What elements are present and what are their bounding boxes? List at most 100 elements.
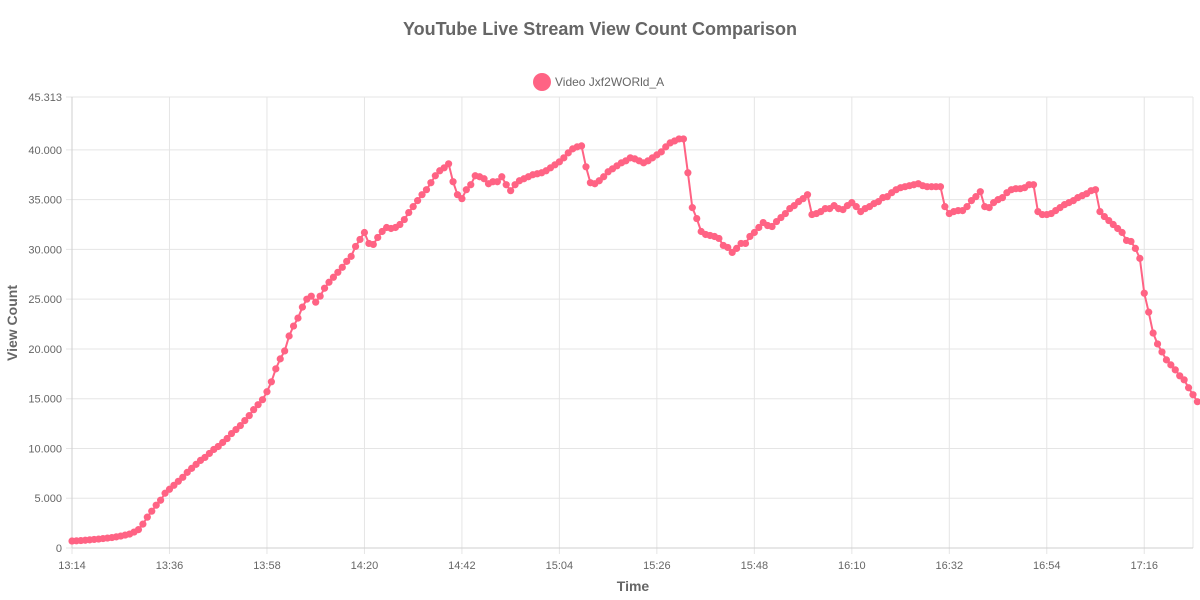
data-point[interactable] — [507, 187, 515, 195]
data-point[interactable] — [1153, 340, 1162, 348]
data-point[interactable] — [1136, 254, 1144, 262]
legend[interactable]: Video Jxf2WORld_A — [533, 73, 664, 91]
data-point[interactable] — [972, 193, 980, 201]
data-point[interactable] — [852, 203, 860, 211]
data-point[interactable] — [285, 332, 293, 340]
data-point[interactable] — [307, 292, 315, 300]
data-point[interactable] — [360, 228, 369, 237]
data-point[interactable] — [254, 401, 262, 409]
data-point[interactable] — [1096, 207, 1104, 216]
data-point[interactable] — [329, 273, 338, 281]
data-point[interactable] — [325, 278, 333, 286]
data-point[interactable] — [1131, 244, 1139, 253]
data-point[interactable] — [223, 434, 231, 443]
data-point[interactable] — [1162, 356, 1171, 364]
data-point[interactable] — [431, 172, 439, 180]
data-point[interactable] — [1118, 228, 1126, 237]
data-point[interactable] — [369, 240, 377, 249]
data-point[interactable] — [480, 175, 488, 183]
data-point[interactable] — [724, 243, 732, 252]
data-point[interactable] — [498, 173, 506, 181]
data-point[interactable] — [1171, 366, 1179, 374]
data-point[interactable] — [577, 142, 586, 150]
data-point[interactable] — [263, 388, 271, 396]
data-point[interactable] — [1180, 376, 1188, 384]
data-point[interactable] — [179, 473, 187, 481]
data-point[interactable] — [1184, 384, 1193, 392]
data-point[interactable] — [272, 365, 280, 373]
data-point[interactable] — [1189, 391, 1197, 399]
data-point[interactable] — [236, 421, 244, 430]
data-point[interactable] — [338, 263, 346, 271]
data-point[interactable] — [1140, 289, 1148, 297]
data-point[interactable] — [750, 228, 758, 237]
data-point[interactable] — [688, 204, 696, 212]
data-point[interactable] — [976, 188, 984, 196]
data-point[interactable] — [427, 179, 435, 187]
data-point[interactable] — [312, 298, 320, 306]
data-point[interactable] — [1091, 186, 1100, 194]
data-point[interactable] — [334, 268, 342, 276]
data-point[interactable] — [405, 208, 413, 217]
data-point[interactable] — [803, 191, 812, 199]
data-point[interactable] — [148, 507, 156, 515]
data-point[interactable] — [985, 204, 993, 212]
data-point[interactable] — [493, 178, 501, 186]
data-point[interactable] — [298, 303, 306, 311]
data-point[interactable] — [139, 520, 147, 528]
data-point[interactable] — [560, 154, 568, 162]
data-point[interactable] — [1145, 308, 1153, 316]
data-point[interactable] — [502, 181, 510, 189]
data-point[interactable] — [396, 220, 404, 229]
data-point[interactable] — [245, 412, 253, 420]
data-point[interactable] — [768, 222, 776, 231]
data-point[interactable] — [134, 525, 143, 534]
data-point[interactable] — [679, 135, 688, 143]
data-point[interactable] — [693, 214, 701, 223]
data-point[interactable] — [351, 242, 360, 251]
data-point[interactable] — [316, 292, 324, 300]
data-point[interactable] — [582, 163, 590, 171]
data-point[interactable] — [462, 186, 470, 194]
data-point[interactable] — [715, 234, 723, 243]
data-point[interactable] — [1167, 361, 1175, 369]
data-point[interactable] — [467, 181, 475, 189]
data-point[interactable] — [267, 378, 275, 386]
data-point[interactable] — [289, 322, 298, 330]
data-point[interactable] — [152, 501, 160, 509]
data-point[interactable] — [374, 233, 382, 242]
data-point[interactable] — [250, 406, 258, 414]
data-point[interactable] — [414, 197, 422, 205]
data-point[interactable] — [400, 215, 408, 224]
data-point[interactable] — [1029, 181, 1038, 189]
data-point[interactable] — [418, 191, 426, 199]
data-point[interactable] — [657, 148, 665, 156]
data-point[interactable] — [157, 496, 165, 504]
data-point[interactable] — [409, 203, 417, 211]
data-point[interactable] — [343, 257, 351, 265]
data-point[interactable] — [600, 173, 608, 181]
data-point[interactable] — [356, 235, 364, 244]
data-point[interactable] — [143, 513, 151, 521]
data-point[interactable] — [941, 203, 949, 211]
data-point[interactable] — [755, 223, 763, 232]
data-point[interactable] — [241, 417, 249, 425]
data-point[interactable] — [458, 195, 466, 203]
data-point[interactable] — [1127, 237, 1135, 246]
data-point[interactable] — [741, 239, 750, 248]
data-point[interactable] — [936, 183, 945, 191]
data-point[interactable] — [347, 252, 355, 260]
data-point[interactable] — [320, 284, 329, 292]
data-point[interactable] — [281, 347, 289, 355]
data-point[interactable] — [422, 186, 431, 194]
data-point[interactable] — [733, 244, 741, 253]
data-point[interactable] — [684, 169, 692, 177]
data-point[interactable] — [1193, 398, 1200, 406]
data-point[interactable] — [258, 396, 267, 404]
data-point[interactable] — [963, 203, 971, 211]
data-point[interactable] — [1158, 348, 1166, 356]
data-point[interactable] — [781, 209, 789, 218]
data-point[interactable] — [998, 194, 1007, 202]
data-point[interactable] — [294, 314, 302, 322]
data-point[interactable] — [1149, 329, 1157, 337]
